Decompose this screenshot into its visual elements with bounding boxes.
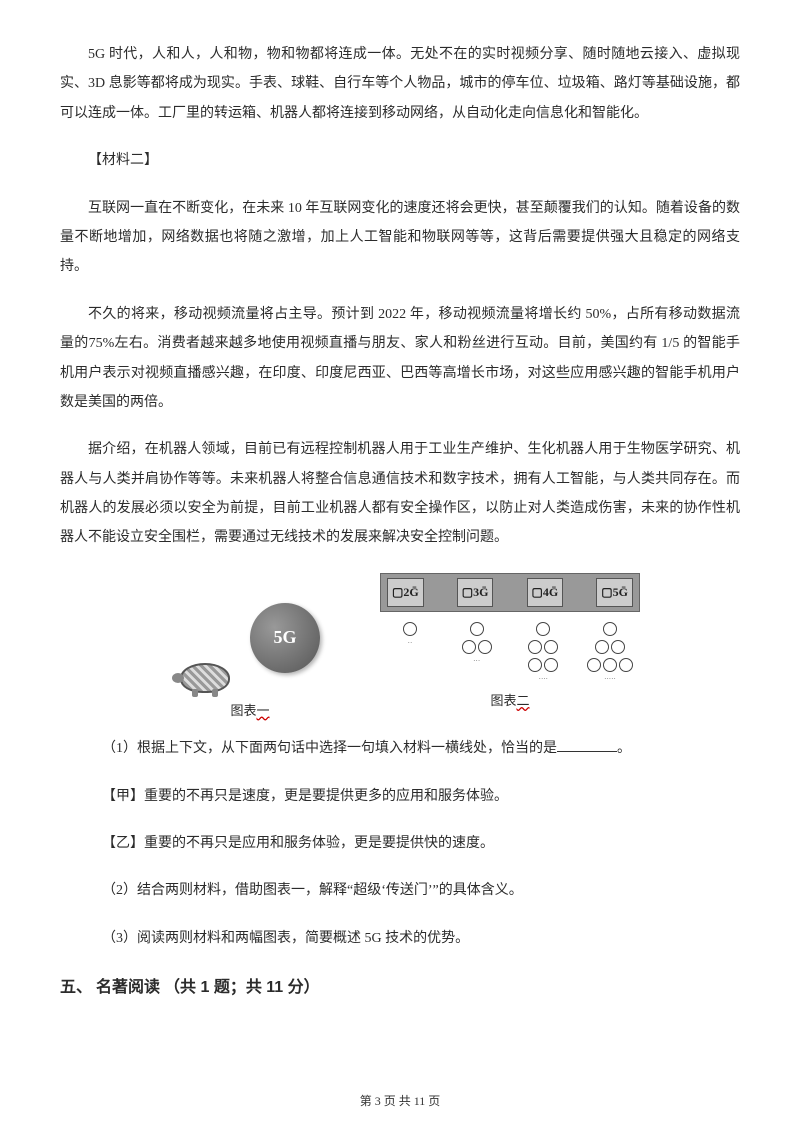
- tiny-label: ····: [539, 676, 548, 683]
- figure-2-caption-num: 二: [517, 693, 530, 708]
- material-2-label: 【材料二】: [60, 146, 740, 175]
- dot-icon: [544, 658, 558, 672]
- gen-col-2g: ··: [380, 622, 440, 683]
- dot-icon: [603, 622, 617, 636]
- generation-header: ▢2Ḡ ▢3Ḡ ▢4Ḡ ▢5Ḡ: [380, 573, 640, 612]
- question-1-text-after: 。: [617, 741, 631, 756]
- answer-blank[interactable]: [557, 738, 617, 752]
- gen-5g-label: ▢5Ḡ: [596, 578, 633, 607]
- figure-2-caption: 图表二: [380, 687, 640, 714]
- dot-icon: [470, 622, 484, 636]
- figures-row: 5G 图表一 ▢2Ḡ ▢3Ḡ ▢4Ḡ ▢5Ḡ ·· ···: [60, 573, 740, 724]
- dot-icon: [611, 640, 625, 654]
- figure-2-block: ▢2Ḡ ▢3Ḡ ▢4Ḡ ▢5Ḡ ·· ···: [380, 573, 640, 724]
- gen-col-4g: ····: [513, 622, 573, 683]
- tiny-label: ·····: [604, 676, 616, 683]
- dot-icon: [528, 640, 542, 654]
- footer-total: 11: [414, 1094, 426, 1108]
- ball-5g-icon: 5G: [250, 603, 320, 673]
- section-5-label: 五、: [60, 979, 92, 996]
- dot-icon: [619, 658, 633, 672]
- dot-icon: [544, 640, 558, 654]
- dot-icon: [478, 640, 492, 654]
- figure-1-caption-prefix: 图表: [230, 703, 256, 718]
- gen-col-5g: ·····: [580, 622, 640, 683]
- figure-1-graphic: 5G: [160, 573, 340, 693]
- question-1: （1）根据上下文，从下面两句话中选择一句填入材料一横线处，恰当的是 。: [60, 734, 740, 763]
- paragraph-robots: 据介绍，在机器人领域，目前已有远程控制机器人用于工业生产维护、生化机器人用于生物…: [60, 435, 740, 553]
- dot-icon: [528, 658, 542, 672]
- footer-mid: 页 共: [381, 1094, 414, 1108]
- paragraph-5g-era: 5G 时代，人和人，人和物，物和物都将连成一体。无处不在的实时视频分享、随时随地…: [60, 40, 740, 128]
- paragraph-internet-change: 互联网一直在不断变化，在未来 10 年互联网变化的速度还将会更快，甚至颠覆我们的…: [60, 194, 740, 282]
- figure-1-caption-num: 一: [257, 703, 270, 718]
- option-b: 【乙】重要的不再只是应用和服务体验，更是要提供快的速度。: [60, 829, 740, 858]
- question-1-text-before: （1）根据上下文，从下面两句话中选择一句填入材料一横线处，恰当的是: [102, 741, 557, 756]
- footer-suffix: 页: [425, 1094, 440, 1108]
- section-5-heading: 五、 名著阅读 （共 1 题；共 11 分）: [60, 971, 740, 1005]
- dot-icon: [462, 640, 476, 654]
- dot-icon: [587, 658, 601, 672]
- figure-2-graphic: ▢2Ḡ ▢3Ḡ ▢4Ḡ ▢5Ḡ ·· ···: [380, 573, 640, 683]
- dot-icon: [536, 622, 550, 636]
- figure-2-caption-prefix: 图表: [490, 693, 516, 708]
- gen-col-3g: ···: [447, 622, 507, 683]
- turtle-icon: [180, 663, 230, 693]
- dot-icon: [403, 622, 417, 636]
- gen-4g-label: ▢4Ḡ: [527, 578, 564, 607]
- section-5-title: 名著阅读: [96, 979, 160, 996]
- question-3: （3）阅读两则材料和两幅图表，简要概述 5G 技术的优势。: [60, 924, 740, 953]
- option-a: 【甲】重要的不再只是速度，更是要提供更多的应用和服务体验。: [60, 782, 740, 811]
- question-2: （2）结合两则材料，借助图表一，解释“超级‘传送门’”的具体含义。: [60, 876, 740, 905]
- dot-icon: [595, 640, 609, 654]
- footer-prefix: 第: [360, 1094, 375, 1108]
- figure-1-caption: 图表一: [160, 697, 340, 724]
- gen-3g-label: ▢3Ḡ: [457, 578, 494, 607]
- tiny-label: ··: [408, 640, 413, 647]
- generation-rows: ·· ··· ···· ·····: [380, 622, 640, 683]
- tiny-label: ···: [473, 658, 480, 665]
- paragraph-video-traffic: 不久的将来，移动视频流量将占主导。预计到 2022 年，移动视频流量将增长约 5…: [60, 300, 740, 418]
- section-5-count: （共 1 题；共 11 分）: [164, 979, 320, 996]
- figure-1-block: 5G 图表一: [160, 573, 340, 724]
- gen-2g-label: ▢2Ḡ: [387, 578, 424, 607]
- dot-icon: [603, 658, 617, 672]
- page-footer: 第 3 页 共 11 页: [0, 1089, 800, 1114]
